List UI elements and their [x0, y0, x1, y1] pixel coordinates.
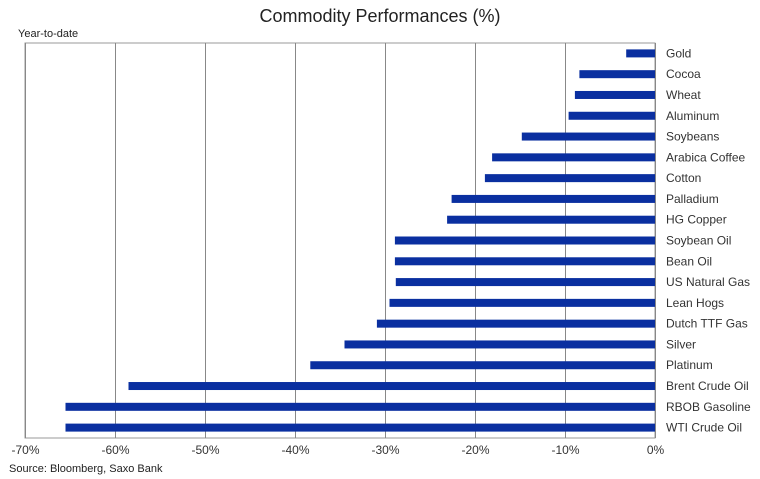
category-label: US Natural Gas — [666, 275, 750, 289]
bar-hg-copper — [447, 215, 655, 224]
category-label: Palladium — [666, 192, 719, 206]
category-label: Bean Oil — [666, 254, 712, 268]
chart-title: Commodity Performances (%) — [259, 6, 501, 26]
category-label: Platinum — [666, 358, 713, 372]
category-label: Wheat — [666, 88, 701, 102]
bar-palladium — [451, 194, 655, 203]
bar-gold — [626, 49, 655, 58]
category-label: Soybean Oil — [666, 234, 731, 248]
bar-us-natural-gas — [395, 278, 655, 287]
x-tick-label: -20% — [461, 443, 489, 457]
x-tick-label: -40% — [281, 443, 309, 457]
bar-cocoa — [579, 70, 655, 79]
category-label: Soybeans — [666, 130, 719, 144]
category-label: Arabica Coffee — [666, 150, 745, 164]
source-note: Source: Bloomberg, Saxo Bank — [9, 463, 163, 475]
category-label: WTI Crude Oil — [666, 421, 742, 435]
x-tick-label: -30% — [371, 443, 399, 457]
bar-brent-crude-oil — [128, 382, 655, 391]
x-tick-label: -50% — [191, 443, 219, 457]
bar-bean-oil — [394, 257, 655, 266]
bar-dutch-ttf-gas — [376, 319, 655, 328]
bar-cotton — [484, 174, 655, 183]
category-label: Gold — [666, 46, 691, 60]
bar-rbob-gasoline — [65, 402, 655, 411]
bar-wti-crude-oil — [65, 423, 655, 432]
x-tick-label: 0% — [647, 443, 665, 457]
x-tick-label: -70% — [11, 443, 39, 457]
bar-arabica-coffee — [492, 153, 655, 162]
category-label: Aluminum — [666, 109, 719, 123]
category-label: Dutch TTF Gas — [666, 317, 748, 331]
bar-platinum — [310, 361, 655, 370]
bar-soybeans — [521, 132, 655, 141]
category-label: Lean Hogs — [666, 296, 724, 310]
x-tick-label: -10% — [551, 443, 579, 457]
bar-silver — [344, 340, 655, 349]
category-label: Brent Crude Oil — [666, 379, 749, 393]
category-label: HG Copper — [666, 213, 727, 227]
bar-aluminum — [568, 111, 655, 120]
category-label: RBOB Gasoline — [666, 400, 751, 414]
category-label: Silver — [666, 337, 696, 351]
bar-wheat — [574, 90, 655, 99]
bar-lean-hogs — [389, 298, 655, 307]
category-label: Cotton — [666, 171, 701, 185]
bar-soybean-oil — [394, 236, 655, 245]
chart-subtitle: Year-to-date — [18, 28, 79, 40]
category-label: Cocoa — [666, 67, 701, 81]
x-tick-label: -60% — [101, 443, 129, 457]
